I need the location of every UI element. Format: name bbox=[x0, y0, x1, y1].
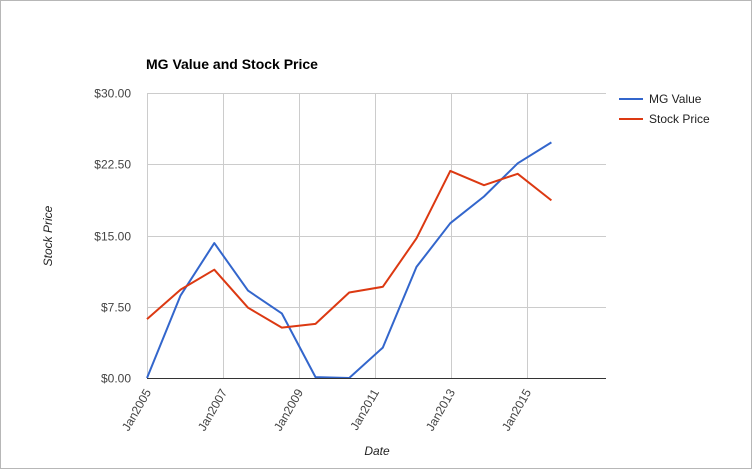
legend-label: Stock Price bbox=[649, 112, 710, 126]
legend: MG Value Stock Price bbox=[619, 92, 710, 126]
series-lines bbox=[146, 141, 553, 379]
y-tick-label: $22.50 bbox=[94, 158, 131, 172]
x-tick-label: Jan2009 bbox=[271, 386, 306, 433]
y-axis-title: Stock Price bbox=[41, 205, 55, 266]
x-axis-title: Date bbox=[364, 444, 390, 458]
x-tick-label: Jan2013 bbox=[423, 386, 458, 433]
chart-title: MG Value and Stock Price bbox=[146, 56, 318, 72]
series-line-stock-price bbox=[146, 169, 553, 329]
y-tick-label: $30.00 bbox=[94, 87, 131, 101]
x-axis-ticks: Jan2005 Jan2007 Jan2009 Jan2011 Jan2013 Jan20… bbox=[119, 386, 534, 433]
x-tick-label: Jan2007 bbox=[195, 386, 230, 433]
gridlines bbox=[147, 93, 606, 379]
x-tick-label: Jan2011 bbox=[347, 386, 382, 432]
y-tick-label: $15.00 bbox=[94, 230, 131, 244]
y-tick-label: $7.50 bbox=[101, 301, 131, 315]
legend-label: MG Value bbox=[649, 92, 702, 106]
y-tick-label: $0.00 bbox=[101, 372, 131, 386]
x-tick-label: Jan2005 bbox=[119, 386, 154, 433]
y-axis-ticks: $0.00 $7.50 $15.00 $22.50 $30.00 bbox=[94, 87, 131, 386]
series-line-mg-value bbox=[146, 141, 552, 379]
x-tick-label: Jan2015 bbox=[499, 386, 534, 433]
